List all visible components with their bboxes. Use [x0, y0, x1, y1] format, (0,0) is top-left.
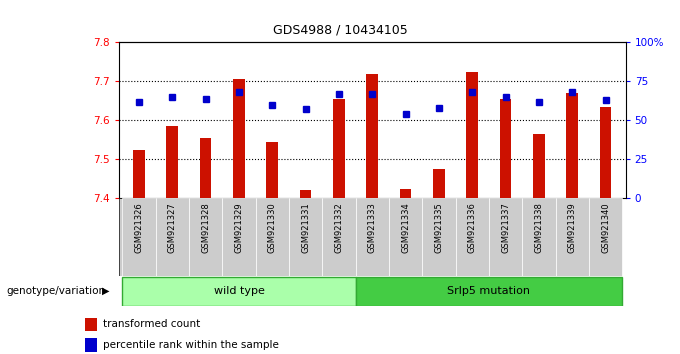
Bar [422, 198, 456, 276]
Bar [589, 198, 622, 276]
Text: genotype/variation: genotype/variation [7, 286, 106, 296]
Text: GSM921335: GSM921335 [435, 202, 443, 253]
Bar [289, 198, 322, 276]
Bar [466, 72, 478, 198]
Bar [300, 190, 311, 198]
Bar [333, 99, 345, 198]
Bar [489, 198, 522, 276]
Text: transformed count: transformed count [103, 319, 201, 329]
Text: wild type: wild type [214, 286, 265, 296]
Text: GSM921326: GSM921326 [135, 202, 143, 253]
Bar [322, 198, 356, 276]
Bar [167, 126, 178, 198]
Bar [500, 99, 511, 198]
Text: GSM921340: GSM921340 [601, 202, 610, 253]
Bar [600, 107, 611, 198]
Bar [389, 198, 422, 276]
Text: GSM921339: GSM921339 [568, 202, 577, 253]
Bar [400, 188, 411, 198]
Bar [456, 198, 489, 276]
Bar [522, 198, 556, 276]
Text: GSM921334: GSM921334 [401, 202, 410, 253]
Text: percentile rank within the sample: percentile rank within the sample [103, 340, 279, 350]
Bar [222, 198, 256, 276]
Bar [233, 79, 245, 198]
Bar [433, 169, 445, 198]
Bar [556, 198, 589, 276]
Text: GDS4988 / 10434105: GDS4988 / 10434105 [273, 23, 407, 36]
Bar [156, 198, 189, 276]
Bar [566, 93, 578, 198]
Text: ▶: ▶ [101, 286, 109, 296]
Bar [256, 198, 289, 276]
Bar [122, 198, 156, 276]
Bar [189, 198, 222, 276]
Bar [267, 142, 278, 198]
Bar [356, 198, 389, 276]
Bar [122, 277, 356, 306]
Bar [200, 138, 211, 198]
Text: GSM921330: GSM921330 [268, 202, 277, 253]
Bar [85, 318, 97, 331]
Bar [85, 338, 97, 352]
Text: GSM921336: GSM921336 [468, 202, 477, 253]
Bar [367, 74, 378, 198]
Bar [133, 149, 145, 198]
Bar [533, 134, 545, 198]
Text: GSM921327: GSM921327 [168, 202, 177, 253]
Text: GSM921328: GSM921328 [201, 202, 210, 253]
Text: GSM921337: GSM921337 [501, 202, 510, 253]
Text: GSM921331: GSM921331 [301, 202, 310, 253]
Text: Srlp5 mutation: Srlp5 mutation [447, 286, 530, 296]
Bar [356, 277, 622, 306]
Text: GSM921333: GSM921333 [368, 202, 377, 253]
Text: GSM921332: GSM921332 [335, 202, 343, 253]
Text: GSM921338: GSM921338 [534, 202, 543, 253]
Text: GSM921329: GSM921329 [235, 202, 243, 253]
